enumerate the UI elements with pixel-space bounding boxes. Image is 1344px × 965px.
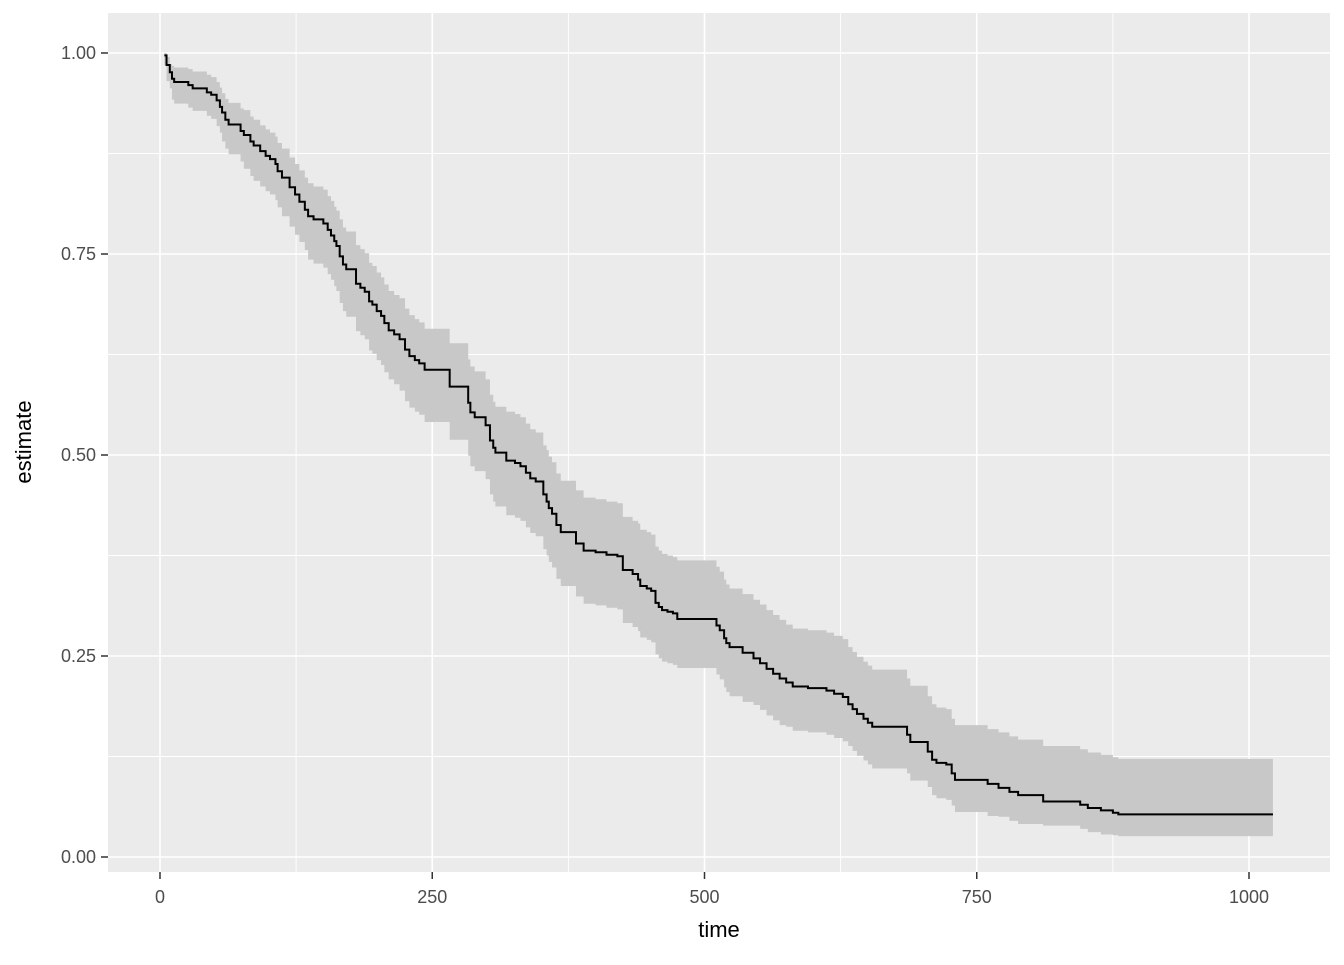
panel-background: [108, 13, 1330, 872]
x-tick-label: 750: [962, 887, 992, 907]
panel-group: [108, 13, 1330, 872]
y-tick-label: 0.75: [61, 244, 96, 264]
y-tick-label: 0.50: [61, 445, 96, 465]
y-tick-label: 1.00: [61, 43, 96, 63]
y-tick-label: 0.00: [61, 847, 96, 867]
x-tick-label: 500: [689, 887, 719, 907]
y-tick-label: 0.25: [61, 646, 96, 666]
x-tick-label: 250: [417, 887, 447, 907]
x-tick-label: 1000: [1229, 887, 1269, 907]
x-tick-label: 0: [155, 887, 165, 907]
survival-curve: [164, 54, 1273, 816]
y-axis-title: estimate: [11, 400, 36, 483]
axes-group: 0 250 500 750 1000 0.00 0.25 0.50 0.75 1.00: [61, 43, 1269, 907]
x-axis-title: time: [698, 917, 740, 942]
